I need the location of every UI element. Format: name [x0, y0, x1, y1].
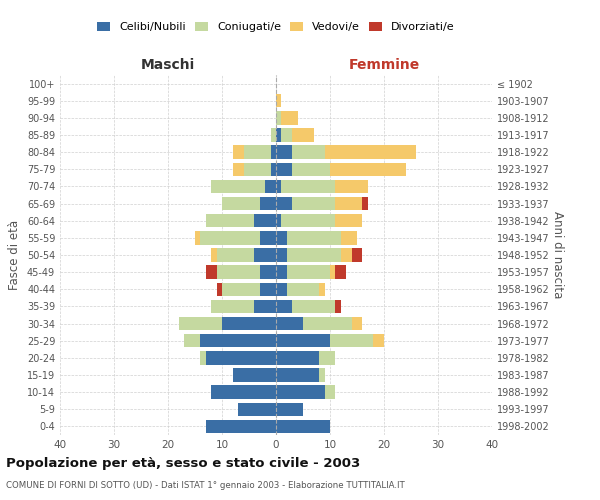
Bar — [303, 317, 352, 330]
Bar — [287, 282, 319, 296]
Bar — [254, 300, 276, 313]
Bar — [217, 282, 222, 296]
Text: Maschi: Maschi — [141, 58, 195, 71]
Bar — [276, 266, 287, 279]
Bar — [281, 111, 298, 124]
Bar — [292, 162, 330, 176]
Bar — [206, 214, 254, 228]
Bar — [233, 146, 244, 159]
Bar — [265, 180, 276, 193]
Bar — [200, 351, 206, 364]
Bar — [217, 248, 254, 262]
Bar — [222, 282, 260, 296]
Bar — [276, 334, 330, 347]
Bar — [341, 231, 357, 244]
Bar — [276, 368, 319, 382]
Bar — [276, 128, 281, 141]
Bar — [254, 248, 276, 262]
Bar — [330, 162, 406, 176]
Bar — [276, 402, 303, 416]
Bar — [325, 386, 335, 399]
Bar — [238, 402, 276, 416]
Bar — [335, 300, 341, 313]
Bar — [276, 317, 303, 330]
Text: Femmine: Femmine — [349, 58, 419, 71]
Bar — [276, 111, 281, 124]
Bar — [276, 146, 292, 159]
Bar — [260, 231, 276, 244]
Bar — [276, 386, 325, 399]
Bar — [260, 266, 276, 279]
Bar — [330, 266, 335, 279]
Bar — [233, 368, 276, 382]
Bar — [271, 128, 276, 141]
Bar — [319, 282, 325, 296]
Bar — [319, 368, 325, 382]
Bar — [292, 300, 335, 313]
Bar — [222, 317, 276, 330]
Bar — [195, 231, 200, 244]
Bar — [292, 197, 335, 210]
Bar — [206, 351, 276, 364]
Bar — [211, 386, 276, 399]
Bar — [276, 162, 292, 176]
Bar — [271, 146, 276, 159]
Bar — [335, 180, 368, 193]
Bar — [335, 197, 362, 210]
Bar — [200, 334, 276, 347]
Text: COMUNE DI FORNI DI SOTTO (UD) - Dati ISTAT 1° gennaio 2003 - Elaborazione TUTTIT: COMUNE DI FORNI DI SOTTO (UD) - Dati IST… — [6, 481, 405, 490]
Bar — [335, 214, 362, 228]
Bar — [362, 197, 368, 210]
Bar — [276, 214, 281, 228]
Bar — [287, 231, 341, 244]
Bar — [254, 214, 276, 228]
Bar — [233, 162, 244, 176]
Bar — [292, 146, 325, 159]
Bar — [211, 300, 254, 313]
Bar — [281, 128, 292, 141]
Bar — [222, 197, 260, 210]
Legend: Celibi/Nubili, Coniugati/e, Vedovi/e, Divorziati/e: Celibi/Nubili, Coniugati/e, Vedovi/e, Di… — [95, 20, 457, 34]
Bar — [276, 197, 292, 210]
Bar — [206, 266, 217, 279]
Bar — [271, 162, 276, 176]
Bar — [276, 94, 281, 108]
Bar — [276, 248, 287, 262]
Bar — [211, 180, 265, 193]
Bar — [352, 317, 362, 330]
Bar — [276, 231, 287, 244]
Bar — [260, 282, 276, 296]
Bar — [287, 248, 341, 262]
Bar — [206, 420, 276, 433]
Bar — [287, 266, 330, 279]
Y-axis label: Fasce di età: Fasce di età — [8, 220, 21, 290]
Bar — [281, 180, 335, 193]
Bar — [276, 300, 292, 313]
Bar — [217, 266, 260, 279]
Bar — [373, 334, 384, 347]
Bar — [281, 214, 335, 228]
Bar — [330, 334, 373, 347]
Bar — [179, 317, 222, 330]
Bar — [276, 180, 281, 193]
Bar — [244, 146, 271, 159]
Bar — [335, 266, 346, 279]
Bar — [211, 248, 217, 262]
Bar — [276, 282, 287, 296]
Y-axis label: Anni di nascita: Anni di nascita — [551, 212, 563, 298]
Bar — [341, 248, 352, 262]
Bar — [200, 231, 260, 244]
Bar — [325, 146, 416, 159]
Bar — [276, 351, 319, 364]
Bar — [260, 197, 276, 210]
Bar — [352, 248, 362, 262]
Bar — [319, 351, 335, 364]
Bar — [244, 162, 271, 176]
Bar — [184, 334, 200, 347]
Bar — [276, 420, 330, 433]
Bar — [292, 128, 314, 141]
Text: Popolazione per età, sesso e stato civile - 2003: Popolazione per età, sesso e stato civil… — [6, 458, 360, 470]
